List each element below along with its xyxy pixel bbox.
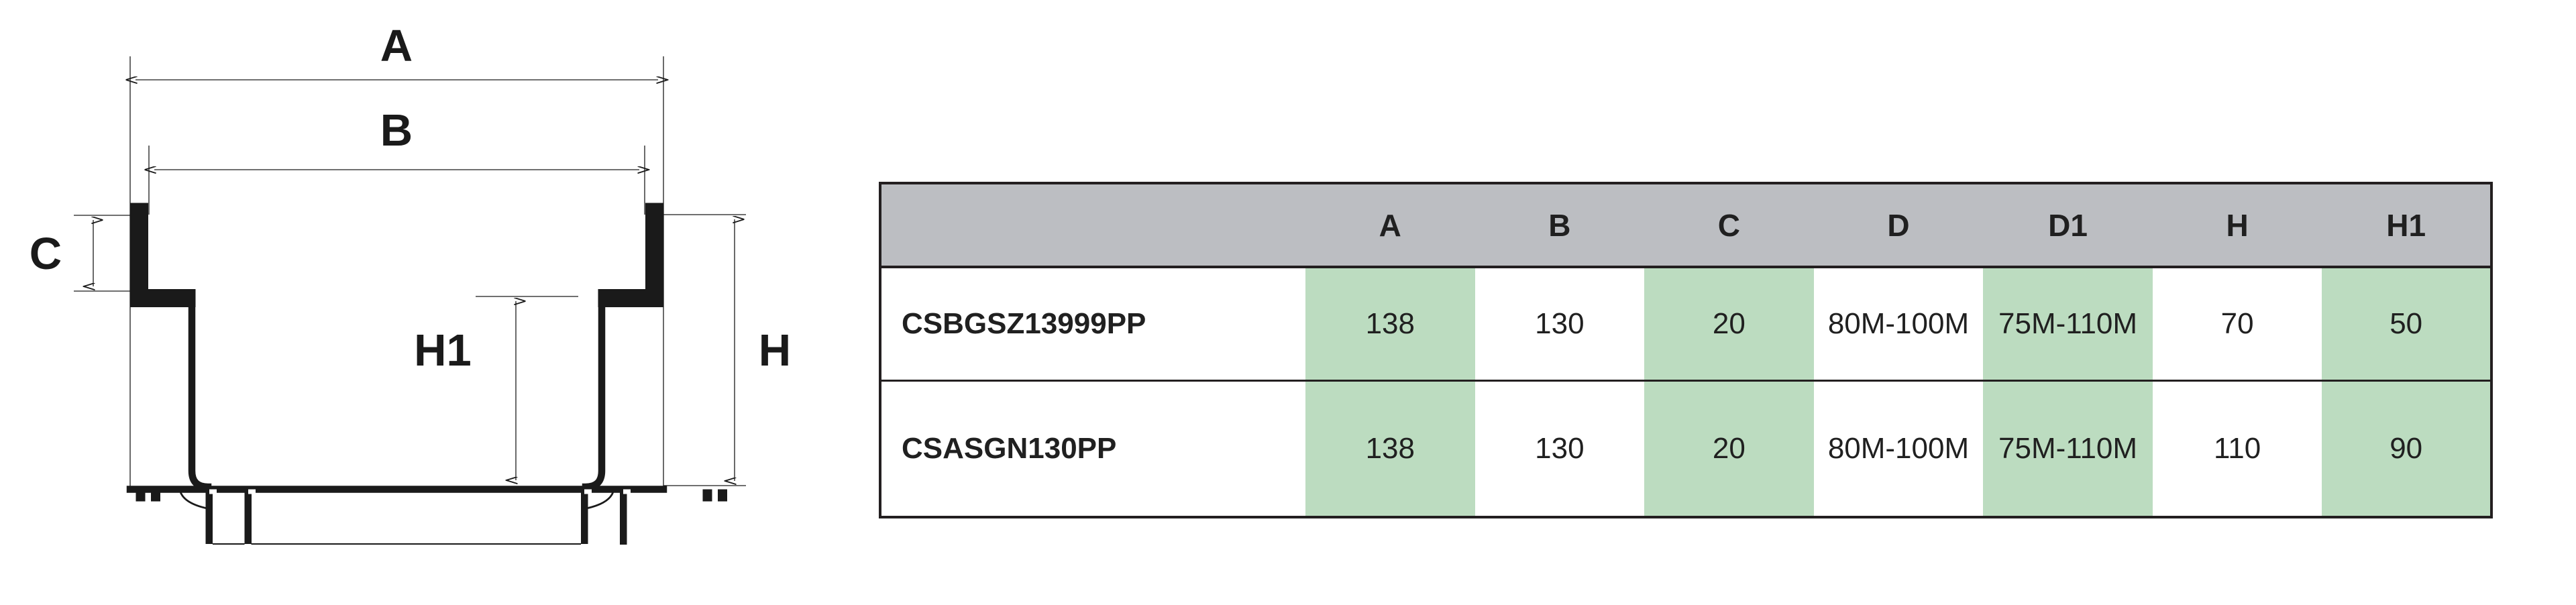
svg-text:A: A <box>380 21 413 71</box>
svg-text:B: B <box>380 105 413 156</box>
svg-text:H: H <box>759 325 791 376</box>
svg-text:C: C <box>30 229 62 279</box>
svg-text:H1: H1 <box>414 325 472 376</box>
